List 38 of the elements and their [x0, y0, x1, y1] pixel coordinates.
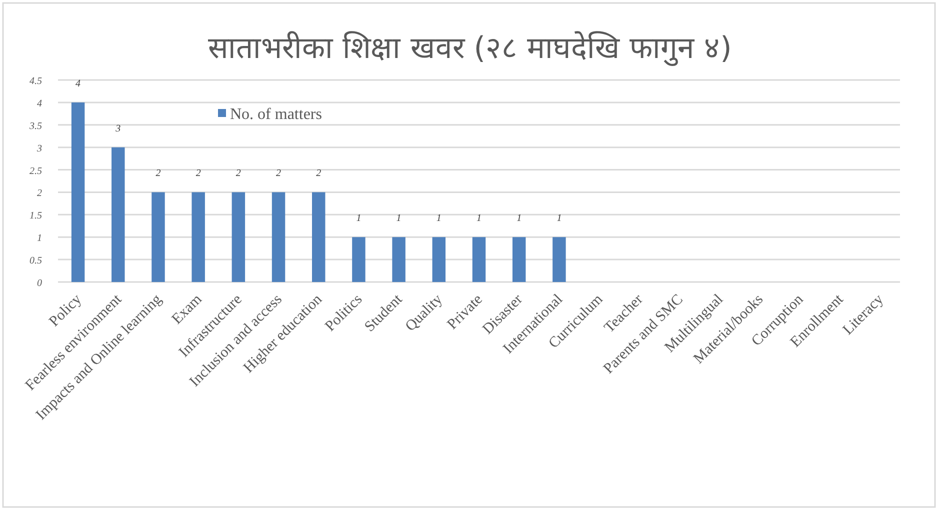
bar: [472, 237, 486, 282]
data-label: 1: [516, 213, 522, 224]
bar: [312, 192, 326, 282]
y-tick-label: 4.5: [30, 76, 42, 87]
bar: [232, 192, 246, 282]
data-label: 1: [436, 213, 442, 224]
data-label: 1: [356, 213, 362, 224]
y-tick-label: 2: [37, 188, 42, 200]
data-label: 1: [476, 213, 482, 224]
chart-title: साताभरीका शिक्षा खवर (२८ माघदेखि फागुन ४): [208, 31, 732, 67]
data-label: 2: [196, 168, 201, 180]
data-label: 2: [316, 168, 322, 180]
bar: [352, 237, 366, 282]
bar: [192, 192, 205, 282]
bar: [71, 102, 85, 282]
bar: [552, 237, 566, 282]
bar: [392, 237, 406, 282]
y-tick-label: 3.5: [28, 120, 42, 132]
legend: No. of matters: [218, 106, 322, 123]
y-tick-label: 4: [37, 98, 42, 110]
data-label: 1: [396, 213, 402, 224]
data-label: 1: [556, 213, 562, 224]
y-tick-label: 3: [36, 143, 42, 154]
y-tick-label: 1.5: [30, 210, 42, 222]
y-tick-label: 1: [37, 233, 42, 244]
data-label: 2: [276, 168, 282, 180]
bar: [512, 237, 526, 282]
bar: [432, 237, 446, 282]
data-label: 4: [76, 78, 81, 90]
data-label: 2: [156, 168, 161, 180]
y-tick-label: 0: [37, 278, 42, 289]
bar: [272, 192, 286, 282]
y-tick-label: 2.5: [30, 166, 42, 177]
bar: [152, 192, 165, 282]
data-label: 2: [236, 168, 241, 180]
bar: [112, 147, 125, 282]
data-label: 3: [114, 123, 121, 134]
y-tick-label: 0.5: [30, 256, 42, 267]
